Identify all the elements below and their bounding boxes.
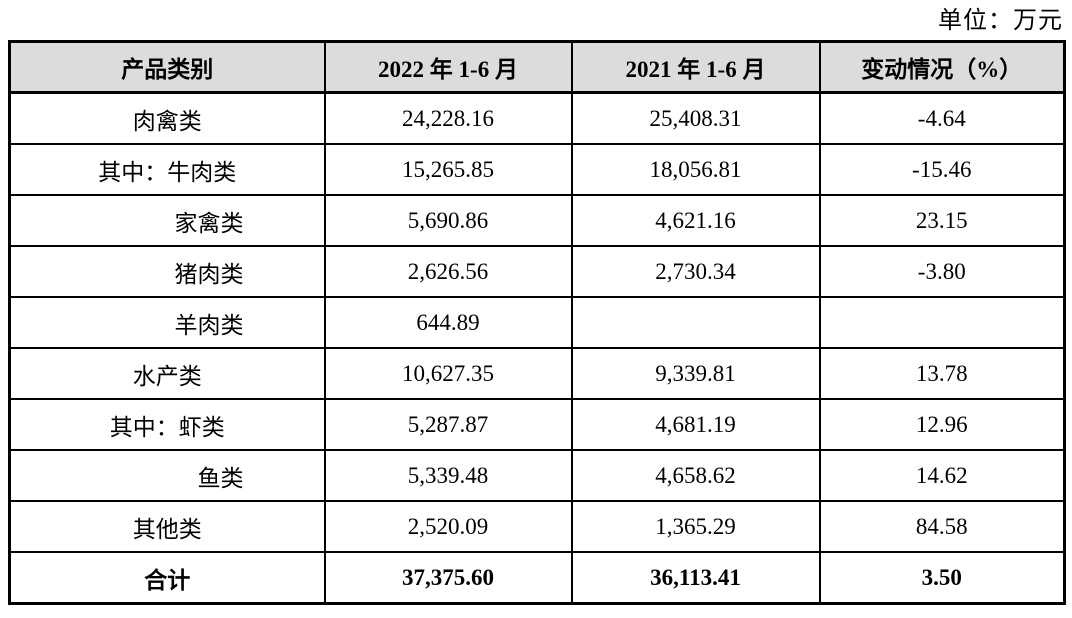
- change-cell: -15.46: [818, 143, 1066, 196]
- col-header-2022: 2022 年 1-6 月: [323, 40, 573, 94]
- value-2021-cell: [570, 296, 821, 349]
- value-2022-cell: 2,520.09: [323, 500, 573, 553]
- change-cell: 13.78: [818, 347, 1066, 400]
- col-header-change-pct: 变动情况（%）: [818, 40, 1066, 94]
- change-cell: 12.96: [818, 398, 1066, 451]
- category-cell: 鱼类: [8, 449, 326, 502]
- value-2022-cell: 5,339.48: [323, 449, 573, 502]
- category-cell: 其他类: [8, 500, 326, 553]
- value-2022-cell: 5,690.86: [323, 194, 573, 247]
- value-2021-cell: 9,339.81: [570, 347, 821, 400]
- table-row: 猪肉类 2,626.56 2,730.34 -3.80: [8, 245, 1066, 298]
- col-header-2021: 2021 年 1-6 月: [570, 40, 821, 94]
- value-2022-cell: 24,228.16: [323, 91, 573, 145]
- table-row: 家禽类 5,690.86 4,621.16 23.15: [8, 194, 1066, 247]
- value-2022-cell: 644.89: [323, 296, 573, 349]
- table-row: 肉禽类 24,228.16 25,408.31 -4.64: [8, 91, 1066, 145]
- product-revenue-table: 产品类别 2022 年 1-6 月 2021 年 1-6 月 变动情况（%） 肉…: [8, 40, 1066, 605]
- value-2021-cell: 25,408.31: [570, 91, 821, 145]
- table-row: 其中：牛肉类 15,265.85 18,056.81 -15.46: [8, 143, 1066, 196]
- table-header-row: 产品类别 2022 年 1-6 月 2021 年 1-6 月 变动情况（%）: [8, 40, 1066, 94]
- category-cell: 其中：虾类: [8, 398, 326, 451]
- value-2021-cell: 18,056.81: [570, 143, 821, 196]
- table-row: 羊肉类 644.89: [8, 296, 1066, 349]
- change-cell: -3.80: [818, 245, 1066, 298]
- change-cell: 23.15: [818, 194, 1066, 247]
- category-cell: 合计: [8, 551, 326, 605]
- value-2021-cell: 4,621.16: [570, 194, 821, 247]
- category-cell: 羊肉类: [8, 296, 326, 349]
- table-row: 其中：虾类 5,287.87 4,681.19 12.96: [8, 398, 1066, 451]
- category-cell: 猪肉类: [8, 245, 326, 298]
- category-cell: 水产类: [8, 347, 326, 400]
- value-2021-cell: 1,365.29: [570, 500, 821, 553]
- value-2022-cell: 15,265.85: [323, 143, 573, 196]
- category-cell: 家禽类: [8, 194, 326, 247]
- change-cell: 84.58: [818, 500, 1066, 553]
- value-2022-cell: 5,287.87: [323, 398, 573, 451]
- change-cell: 14.62: [818, 449, 1066, 502]
- change-cell: -4.64: [818, 91, 1066, 145]
- category-cell: 肉禽类: [8, 91, 326, 145]
- change-cell: 3.50: [818, 551, 1066, 605]
- unit-label: 单位：万元: [938, 8, 1063, 34]
- table-row: 鱼类 5,339.48 4,658.62 14.62: [8, 449, 1066, 502]
- value-2021-cell: 2,730.34: [570, 245, 821, 298]
- value-2022-cell: 37,375.60: [323, 551, 573, 605]
- change-cell: [818, 296, 1066, 349]
- category-cell: 其中：牛肉类: [8, 143, 326, 196]
- table-row: 水产类 10,627.35 9,339.81 13.78: [8, 347, 1066, 400]
- col-header-category: 产品类别: [8, 40, 326, 94]
- value-2022-cell: 10,627.35: [323, 347, 573, 400]
- value-2021-cell: 36,113.41: [570, 551, 821, 605]
- value-2022-cell: 2,626.56: [323, 245, 573, 298]
- total-row: 合计 37,375.60 36,113.41 3.50: [8, 551, 1066, 605]
- table-row: 其他类 2,520.09 1,365.29 84.58: [8, 500, 1066, 553]
- value-2021-cell: 4,681.19: [570, 398, 821, 451]
- value-2021-cell: 4,658.62: [570, 449, 821, 502]
